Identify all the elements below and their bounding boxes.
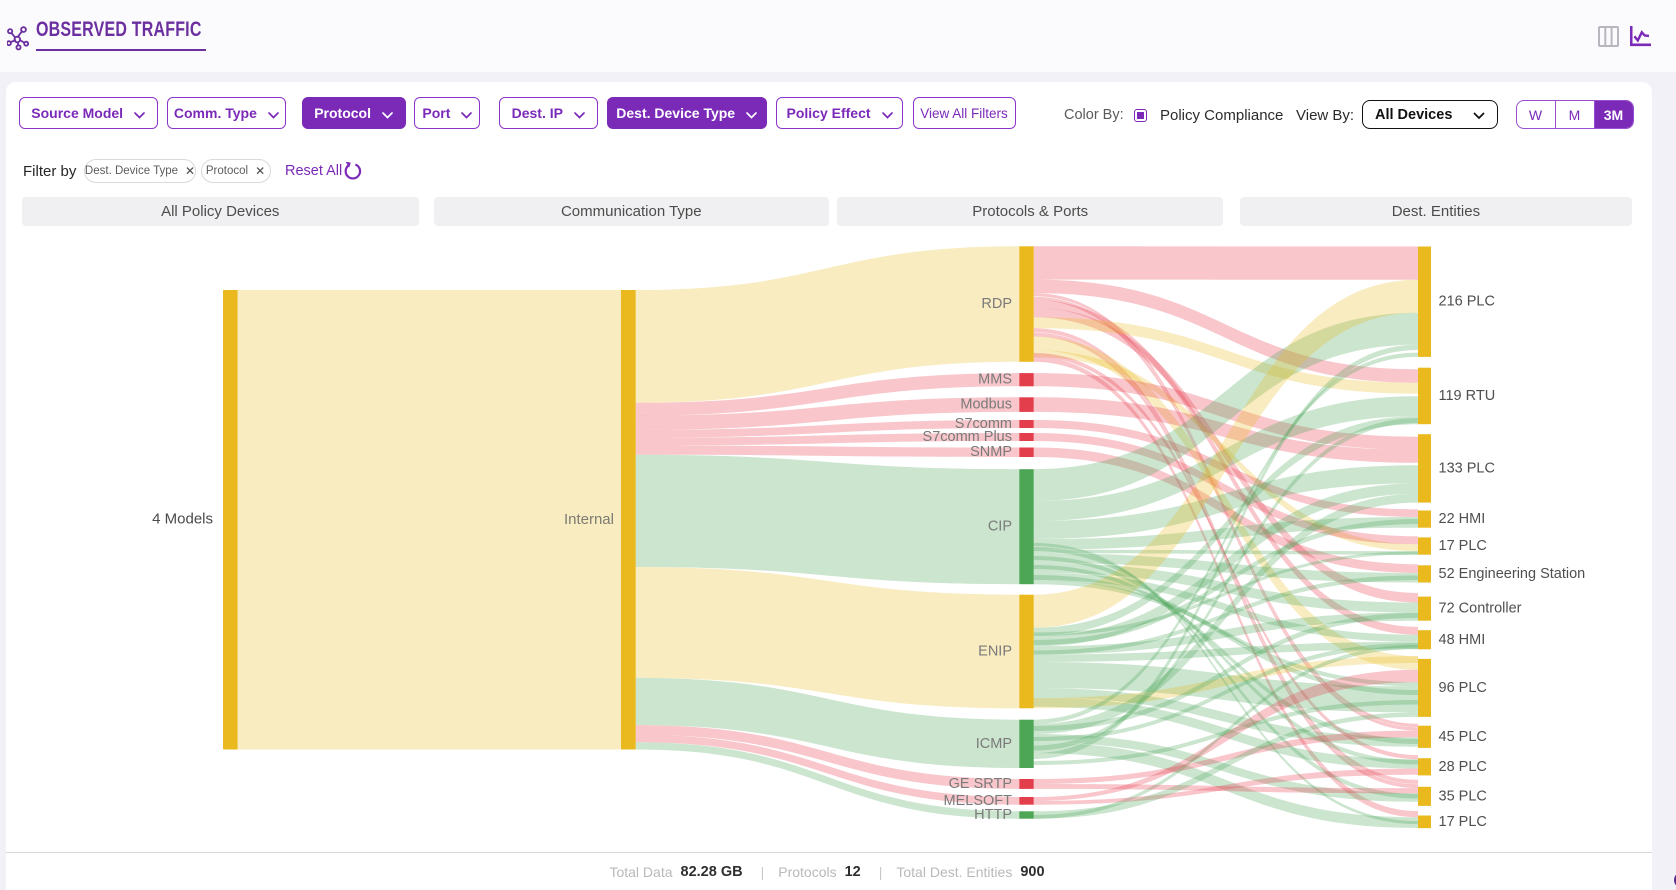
svg-text:RDP: RDP [981,296,1012,312]
svg-text:17 PLC: 17 PLC [1439,538,1487,554]
svg-text:MMS: MMS [978,372,1012,388]
svg-text:119 RTU: 119 RTU [1439,388,1496,404]
svg-text:35 PLC: 35 PLC [1439,788,1487,804]
svg-text:22 HMI: 22 HMI [1439,511,1486,527]
svg-text:96 PLC: 96 PLC [1439,680,1487,696]
svg-text:S7comm: S7comm [955,416,1012,432]
svg-text:17 PLC: 17 PLC [1439,814,1487,830]
svg-text:4 Models: 4 Models [152,511,213,528]
svg-text:28 PLC: 28 PLC [1439,759,1487,775]
svg-text:Internal: Internal [564,511,614,528]
svg-text:133 PLC: 133 PLC [1439,460,1495,476]
svg-text:48 HMI: 48 HMI [1439,632,1486,648]
svg-text:ICMP: ICMP [976,736,1012,752]
svg-text:45 PLC: 45 PLC [1439,729,1487,745]
svg-text:MELSOFT: MELSOFT [944,793,1013,809]
svg-text:HTTP: HTTP [974,807,1012,823]
svg-text:216 PLC: 216 PLC [1439,294,1495,310]
svg-text:Modbus: Modbus [960,397,1012,413]
svg-text:CIP: CIP [988,519,1012,535]
svg-text:72 Controller: 72 Controller [1439,601,1522,617]
svg-text:ENIP: ENIP [978,644,1012,660]
svg-text:GE SRTP: GE SRTP [949,776,1012,792]
svg-text:S7comm Plus: S7comm Plus [923,429,1012,445]
svg-text:52 Engineering Station: 52 Engineering Station [1439,566,1586,582]
svg-text:SNMP: SNMP [970,444,1012,460]
